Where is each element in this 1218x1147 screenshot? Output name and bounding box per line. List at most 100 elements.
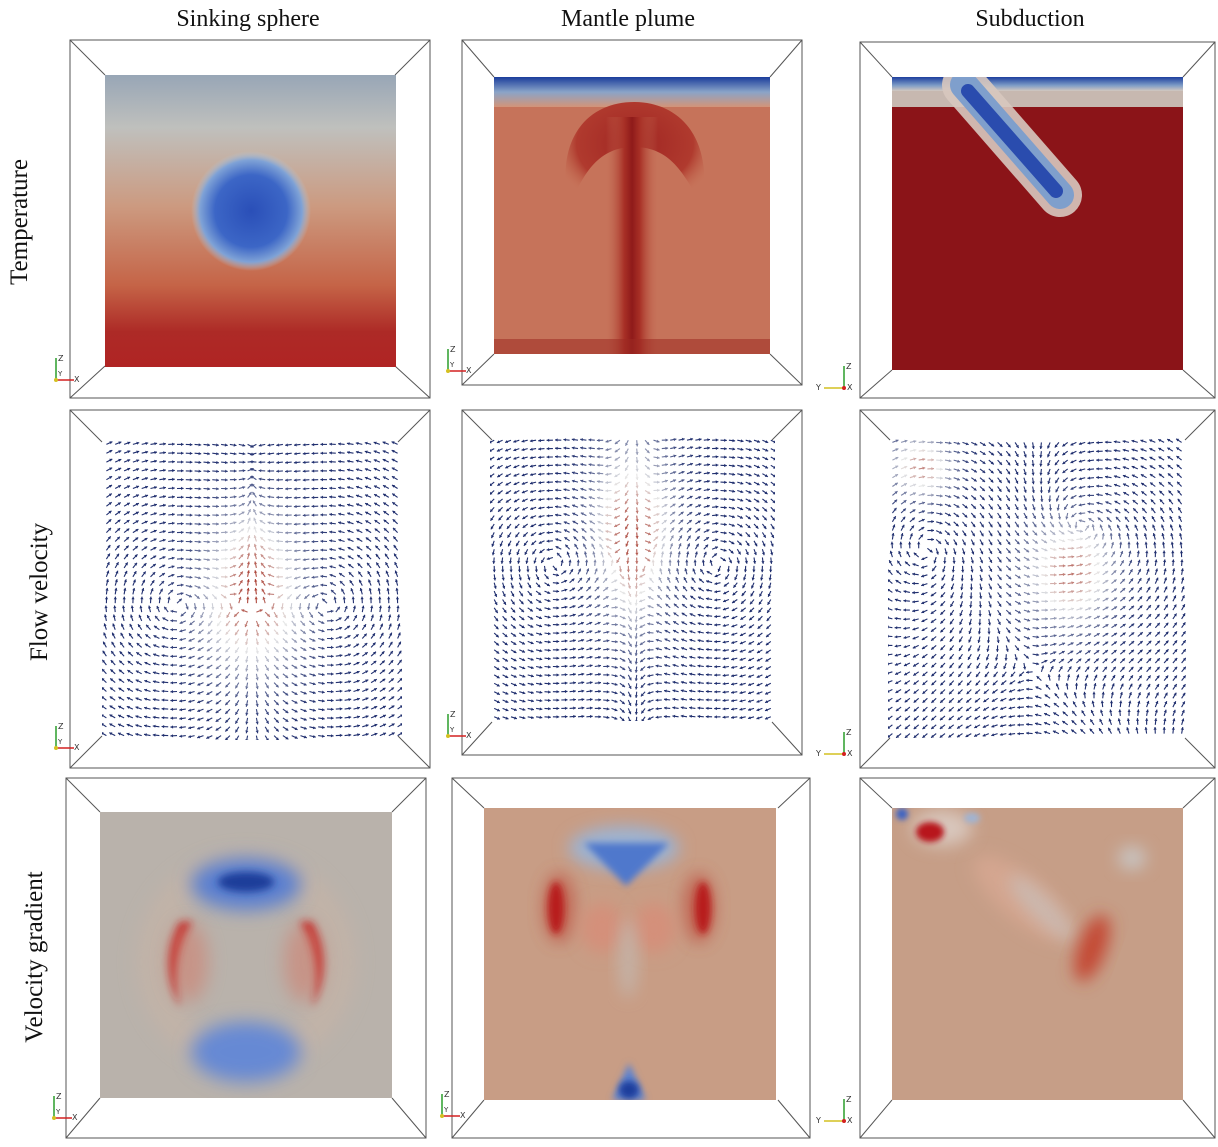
velocity-arrow-head	[276, 513, 279, 516]
velocity-arrow-head	[113, 606, 116, 609]
velocity-arrow-head	[547, 472, 550, 475]
velocity-arrow-head	[181, 557, 184, 560]
velocity-arrow-head	[573, 715, 576, 718]
velocity-arrow-head	[714, 690, 717, 693]
velocity-arrow-head	[276, 470, 279, 473]
velocity-arrow-head	[573, 690, 576, 693]
velocity-arrow-head	[199, 505, 202, 508]
velocity-arrow-head	[331, 717, 334, 720]
velocity-arrow-head	[931, 511, 934, 514]
velocity-arrow-head	[312, 505, 315, 508]
velocity-arrow-head	[320, 531, 323, 534]
velocity-arrow-head	[635, 670, 638, 673]
velocity-arrow-head	[557, 615, 560, 618]
velocity-arrow-head	[181, 469, 184, 472]
panel-temperature-mantle-plume: Z Y X	[462, 40, 802, 385]
velocity-arrow-head	[698, 690, 701, 693]
velocity-arrow-head	[665, 455, 668, 458]
velocity-arrow-head	[312, 461, 315, 464]
velocity-arrow-head	[573, 707, 576, 710]
velocity-arrow-head	[555, 438, 558, 441]
velocity-arrow-head	[290, 607, 293, 610]
velocity-arrow-head	[225, 470, 228, 473]
velocity-arrow-head	[547, 439, 550, 442]
velocity-arrow-head	[724, 439, 727, 442]
velocity-arrow-head	[298, 607, 301, 610]
velocity-arrow-head	[702, 560, 705, 563]
velocity-arrow-head	[181, 443, 184, 446]
velocity-arrow-head	[303, 540, 306, 543]
velocity-arrow-head	[190, 549, 193, 552]
panel-velocity-sinking-sphere: Z Y X	[70, 410, 430, 770]
velocity-arrow-head	[557, 640, 560, 643]
velocity-arrow-head	[723, 699, 726, 702]
velocity-arrow-head	[931, 458, 934, 461]
velocity-arrow-head	[922, 440, 925, 443]
velocity-arrow-head	[724, 481, 727, 484]
velocity-arrow-head	[656, 682, 659, 685]
velocity-arrow-head	[557, 665, 560, 668]
velocity-arrow-head	[158, 597, 161, 600]
velocity-arrow-head	[714, 598, 717, 601]
velocity-arrow-head	[172, 443, 175, 446]
velocity-arrow-head	[698, 681, 701, 684]
velocity-arrow-head	[706, 715, 709, 718]
velocity-arrow-head	[329, 469, 332, 472]
velocity-arrow-head	[329, 451, 332, 454]
velocity-arrow-head	[723, 716, 726, 719]
velocity-arrow-head	[598, 707, 601, 710]
velocity-arrow-head	[268, 593, 271, 596]
velocity-arrow-head	[331, 681, 334, 684]
velocity-arrow	[888, 627, 892, 628]
velocity-arrow-head	[895, 635, 898, 638]
velocity-arrow-head	[903, 608, 906, 611]
velocity-arrow-head	[320, 469, 323, 472]
velocity-arrow-head	[312, 531, 315, 534]
velocity-arrow-head	[303, 558, 306, 561]
velocity-arrow-head	[660, 560, 663, 563]
velocity-arrow-head	[338, 442, 341, 445]
temperature-field-sinking-sphere	[105, 75, 396, 367]
velocity-arrow-head	[598, 681, 601, 684]
velocity-arrow-head	[602, 560, 605, 563]
panel-temperature-subduction: Z Y X	[860, 42, 1215, 398]
velocity-arrow-head	[312, 549, 315, 552]
velocity-arrow-head	[199, 549, 202, 552]
velocity-arrow-head	[769, 570, 772, 573]
velocity-arrow-head	[615, 623, 618, 626]
velocity-arrow-head	[635, 595, 638, 598]
velocity-arrow-head	[590, 698, 593, 701]
velocity-arrow-head	[294, 487, 297, 490]
velocity-arrow-head	[656, 699, 659, 702]
velocity-arrow	[246, 736, 247, 740]
velocity-arrow-head	[114, 597, 117, 600]
velocity-arrow-head	[607, 665, 610, 668]
velocity-arrow-head	[303, 443, 306, 446]
velocity-arrow-head	[714, 640, 717, 643]
velocity-arrow-head	[395, 588, 398, 591]
velocity-arrow-head	[105, 597, 108, 600]
velocity-arrow-head	[312, 469, 315, 472]
velocity-arrow-head	[352, 597, 355, 600]
velocity-arrow-head	[329, 487, 332, 490]
velocity-arrow-head	[303, 505, 306, 508]
velocity-arrow-head	[518, 570, 521, 573]
velocity-arrow-head	[190, 531, 193, 534]
temperature-field-subduction	[892, 77, 1183, 370]
velocity-arrow-head	[636, 461, 639, 464]
velocity-arrow-head	[597, 455, 600, 458]
velocity-arrow-head	[243, 469, 246, 472]
velocity-arrow-head	[140, 597, 143, 600]
velocity-arrow-head	[340, 681, 343, 684]
velocity-arrow-head	[605, 506, 608, 509]
velocity-arrow-head	[199, 514, 202, 517]
velocity-arrow-head	[181, 566, 184, 569]
velocity-arrow-head	[170, 637, 173, 640]
velocity-arrow-head	[548, 716, 551, 719]
velocity-arrow-head	[656, 716, 659, 719]
velocity-arrow-head	[565, 639, 568, 642]
velocity-arrow-head	[172, 513, 175, 516]
velocity-arrow-head	[557, 673, 560, 676]
velocity-arrow-head	[276, 496, 279, 499]
velocity-arrow-head	[276, 548, 279, 551]
